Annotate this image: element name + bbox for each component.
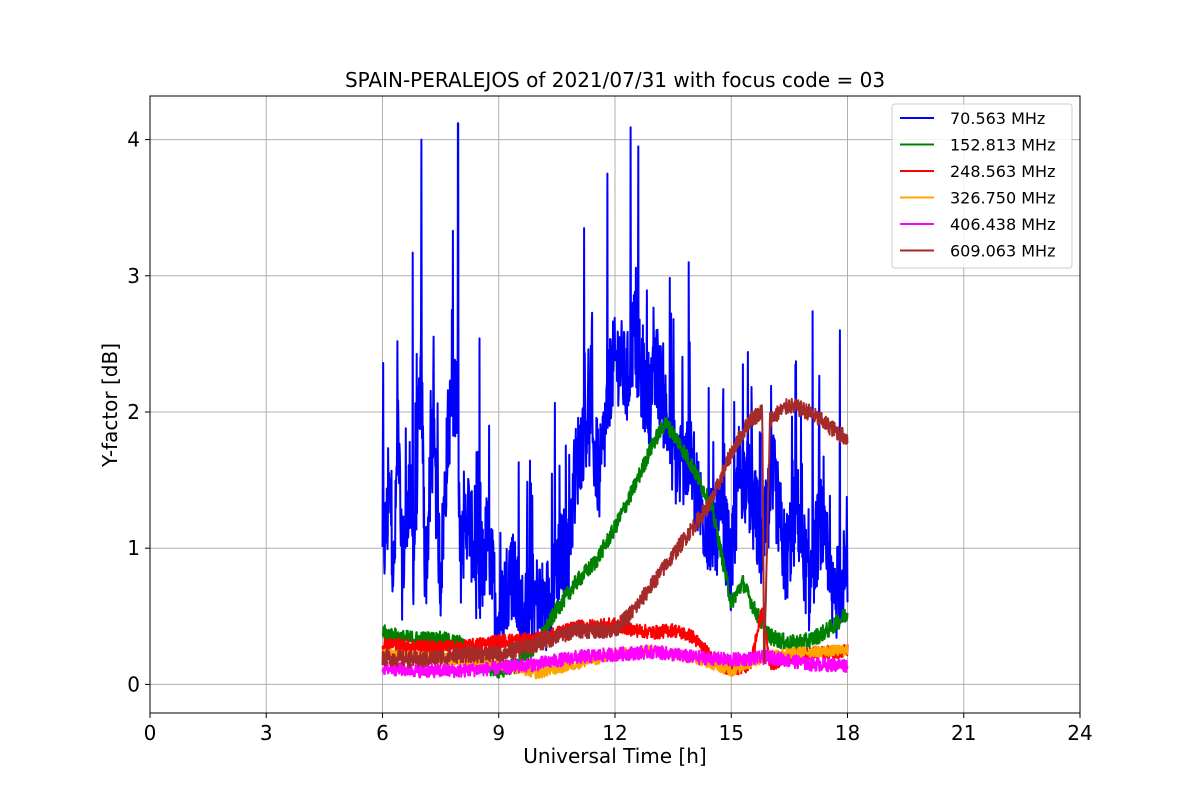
y-tick-label: 2 [127,400,140,424]
x-tick-label: 24 [1067,721,1092,745]
legend-entry: 326.750 MHz [950,189,1055,208]
x-tick-label: 6 [376,721,389,745]
series-line [381,397,849,669]
x-tick-label: 0 [144,721,157,745]
x-axis-label: Universal Time [h] [523,744,706,768]
x-tick-label: 18 [835,721,860,745]
series-line [381,122,849,660]
y-tick-label: 3 [127,264,140,288]
x-tick-label: 3 [260,721,273,745]
legend-entry: 406.438 MHz [950,215,1055,234]
legend-box [891,103,1073,269]
series-line [381,644,849,679]
y-axis-label: Y-factor [dB] [98,343,122,468]
x-tick-label: 9 [492,721,505,745]
y-tick-label: 0 [127,672,140,696]
y-tick-label: 1 [127,536,140,560]
x-tick-label: 15 [719,721,744,745]
legend-entry: 152.813 MHz [950,136,1055,155]
legend-entry: 609.063 MHz [950,242,1055,261]
y-tick-label: 4 [127,128,140,152]
series-group [381,122,849,680]
x-tick-label: 12 [602,721,627,745]
legend-entry: 70.563 MHz [950,109,1045,128]
legend: 70.563 MHz 152.813 MHz 248.563 MHz 326.750 … [891,103,1073,269]
chart-title: SPAIN-PERALEJOS of 2021/07/31 with focus… [345,68,885,92]
legend-entry: 248.563 MHz [950,162,1055,181]
x-tick-label: 21 [951,721,976,745]
